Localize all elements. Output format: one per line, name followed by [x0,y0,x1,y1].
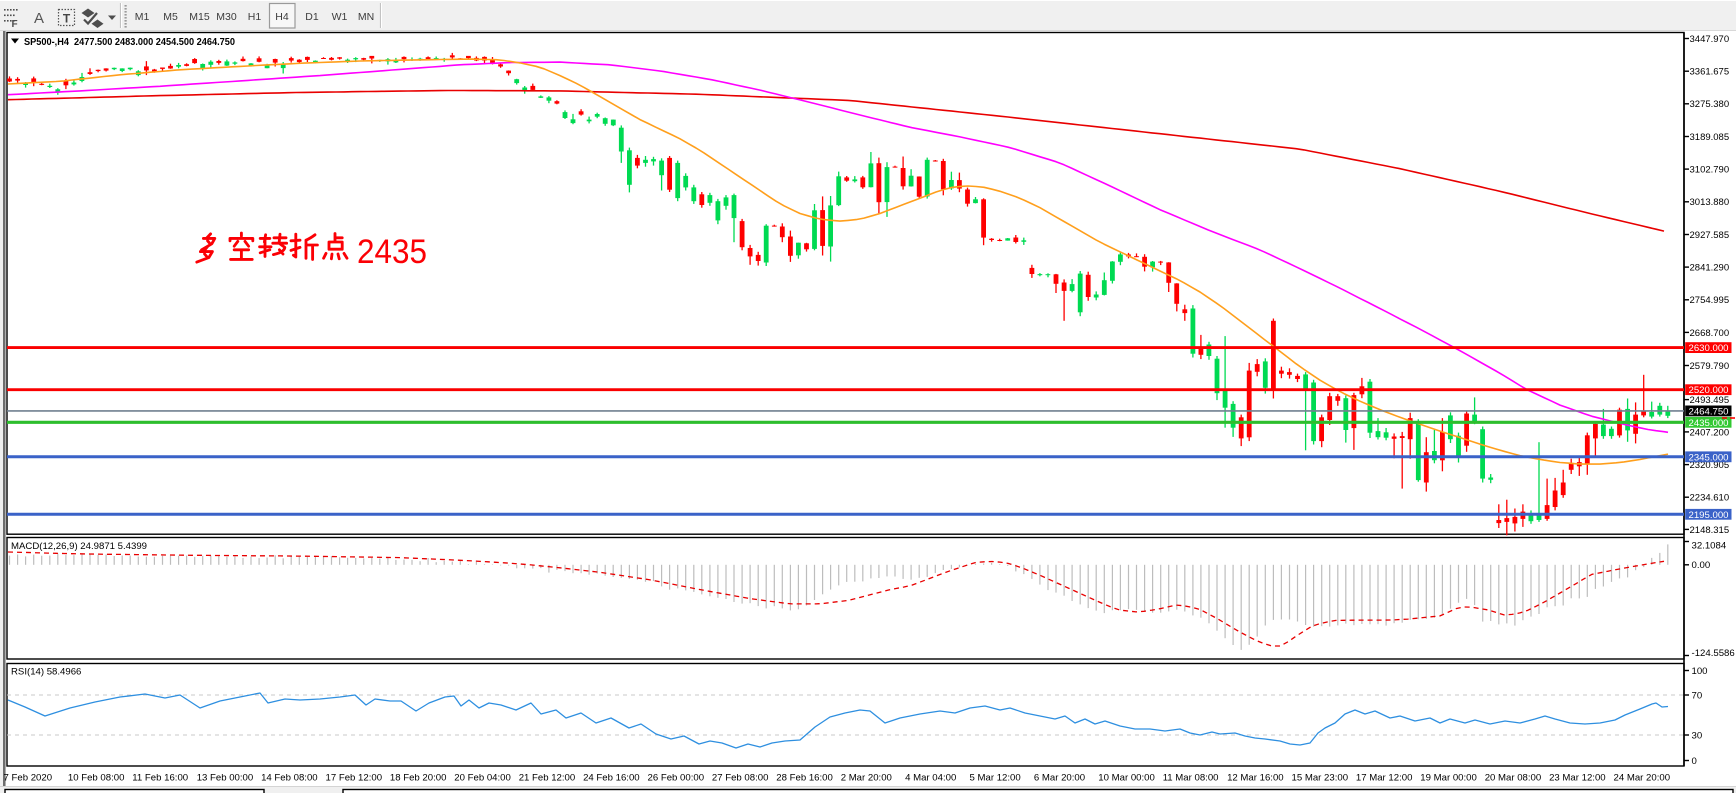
svg-text:2435: 2435 [357,233,427,271]
svg-text:10 Feb 08:00: 10 Feb 08:00 [68,773,125,784]
svg-text:2668.700: 2668.700 [1690,328,1730,339]
svg-text:3189.085: 3189.085 [1690,132,1730,143]
svg-text:2234.610: 2234.610 [1690,493,1730,504]
svg-text:2407.200: 2407.200 [1690,427,1730,438]
svg-text:24 Mar 20:00: 24 Mar 20:00 [1614,773,1671,784]
svg-text:21 Feb 12:00: 21 Feb 12:00 [519,773,576,784]
svg-text:T: T [63,12,71,26]
svg-text:13 Feb 00:00: 13 Feb 00:00 [197,773,254,784]
svg-text:2435.000: 2435.000 [1688,418,1728,429]
svg-text:27 Feb 08:00: 27 Feb 08:00 [712,773,769,784]
svg-text:6 Mar 20:00: 6 Mar 20:00 [1034,773,1085,784]
svg-text:3447.970: 3447.970 [1690,34,1730,45]
svg-text:17 Mar 12:00: 17 Mar 12:00 [1356,773,1413,784]
svg-text:F: F [12,19,18,30]
svg-text:7 Feb 2020: 7 Feb 2020 [4,773,53,784]
svg-text:3013.880: 3013.880 [1690,197,1730,208]
svg-text:D1: D1 [305,11,319,23]
svg-text:15 Mar 23:00: 15 Mar 23:00 [1292,773,1349,784]
svg-text:20 Mar 08:00: 20 Mar 08:00 [1485,773,1542,784]
svg-text:A: A [34,10,44,27]
svg-text:19 Mar 00:00: 19 Mar 00:00 [1420,773,1477,784]
svg-text:28 Feb 16:00: 28 Feb 16:00 [776,773,833,784]
svg-text:2464.750: 2464.750 [1688,406,1728,417]
svg-text:11 Feb 16:00: 11 Feb 16:00 [132,773,188,784]
svg-text:32.1084: 32.1084 [1692,541,1727,552]
svg-text:4 Mar 04:00: 4 Mar 04:00 [905,773,956,784]
svg-text:2630.000: 2630.000 [1688,343,1728,354]
svg-text:H4: H4 [275,11,289,23]
svg-text:24 Feb 16:00: 24 Feb 16:00 [583,773,640,784]
svg-text:3361.675: 3361.675 [1690,67,1730,78]
svg-text:W1: W1 [332,11,348,23]
svg-text:2345.000: 2345.000 [1688,452,1728,463]
svg-text:M1: M1 [135,11,150,23]
svg-text:2520.000: 2520.000 [1688,385,1728,396]
svg-text:2148.315: 2148.315 [1690,525,1730,536]
svg-text:30: 30 [1692,730,1703,741]
svg-text:23 Mar 12:00: 23 Mar 12:00 [1549,773,1606,784]
svg-text:2579.790: 2579.790 [1690,361,1730,372]
svg-text:11 Mar 08:00: 11 Mar 08:00 [1163,773,1219,784]
svg-text:2927.585: 2927.585 [1690,230,1730,241]
svg-text:5 Mar 12:00: 5 Mar 12:00 [970,773,1021,784]
svg-text:M30: M30 [216,11,237,23]
svg-text:M5: M5 [163,11,178,23]
svg-text:3275.380: 3275.380 [1690,99,1730,110]
svg-text:M15: M15 [189,11,210,23]
svg-text:100: 100 [1692,666,1708,677]
svg-text:2195.000: 2195.000 [1688,510,1728,521]
svg-text:3102.790: 3102.790 [1690,165,1730,176]
svg-text:RSI(14) 58.4966: RSI(14) 58.4966 [11,667,81,678]
svg-text:2320.905: 2320.905 [1690,460,1730,471]
svg-text:MACD(12,26,9) 24.9871 5.4399: MACD(12,26,9) 24.9871 5.4399 [11,541,147,552]
svg-text:-124.5586: -124.5586 [1692,648,1735,659]
svg-text:17 Feb 12:00: 17 Feb 12:00 [326,773,383,784]
svg-text:SP500-,H4 2477.500 2483.000 2: SP500-,H4 2477.500 2483.000 2454.500 246… [24,37,235,48]
svg-text:12 Mar 16:00: 12 Mar 16:00 [1227,773,1284,784]
svg-text:2754.995: 2754.995 [1690,295,1730,306]
svg-text:2841.290: 2841.290 [1690,263,1730,274]
svg-text:18 Feb 20:00: 18 Feb 20:00 [390,773,447,784]
svg-text:MN: MN [358,11,374,23]
svg-text:10 Mar 00:00: 10 Mar 00:00 [1098,773,1155,784]
svg-text:14 Feb 08:00: 14 Feb 08:00 [261,773,318,784]
svg-text:20 Feb 04:00: 20 Feb 04:00 [454,773,511,784]
svg-text:H1: H1 [248,11,262,23]
svg-text:2 Mar 20:00: 2 Mar 20:00 [841,773,892,784]
svg-text:0.00: 0.00 [1692,560,1711,571]
svg-text:2493.495: 2493.495 [1690,395,1730,406]
svg-text:26 Feb 00:00: 26 Feb 00:00 [648,773,705,784]
svg-text:70: 70 [1692,690,1703,701]
svg-text:0: 0 [1692,756,1697,767]
